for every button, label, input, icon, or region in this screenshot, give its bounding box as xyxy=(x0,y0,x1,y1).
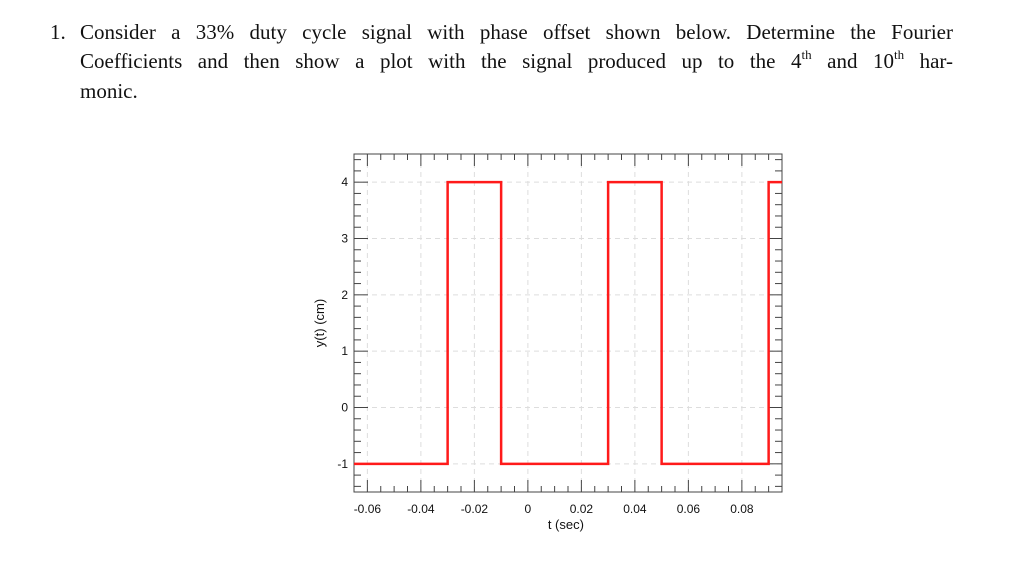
superscript: th xyxy=(893,47,905,62)
question-line-3: monic. xyxy=(80,79,138,103)
question-text: and 10 xyxy=(811,49,894,73)
axis-ticks xyxy=(353,154,783,492)
question-line-1: Consider a 33% duty cycle signal with ph… xyxy=(80,20,953,44)
series-group xyxy=(354,180,782,466)
plot-frame xyxy=(353,153,783,493)
x-tick-label: 0.04 xyxy=(623,502,647,516)
x-tick-label: 0 xyxy=(525,502,532,516)
x-axis-label: t (sec) xyxy=(548,517,584,532)
y-axis-label: y(t) (cm) xyxy=(312,299,327,347)
superscript: th xyxy=(801,47,812,62)
x-tick-label: -0.02 xyxy=(461,502,489,516)
grid xyxy=(354,154,782,492)
y-tick-label: 1 xyxy=(341,344,348,358)
x-tick-label: 0.06 xyxy=(677,502,701,516)
question-text: Coefficients and then show a plot with t… xyxy=(80,49,802,73)
question-line-2: Coefficients and then show a plot with t… xyxy=(80,47,953,74)
y-tick-label: 4 xyxy=(341,175,348,189)
signal-line xyxy=(354,180,782,466)
question-text: har- xyxy=(904,49,953,73)
y-tick-label: -1 xyxy=(337,457,348,471)
y-tick-label: 3 xyxy=(341,232,348,246)
x-tick-label: -0.04 xyxy=(407,502,435,516)
y-tick-label: 0 xyxy=(341,401,348,415)
x-tick-label: -0.06 xyxy=(354,502,382,516)
x-tick-label: 0.08 xyxy=(730,502,754,516)
y-tick-label: 2 xyxy=(341,288,348,302)
question-number: 1. xyxy=(50,20,66,44)
x-tick-label: 0.02 xyxy=(570,502,594,516)
tick-labels: -0.06 -0.04 -0.02 0 0.02 0.04 0.06 0.08 -1 0 1 2 3 4 xyxy=(337,175,754,516)
